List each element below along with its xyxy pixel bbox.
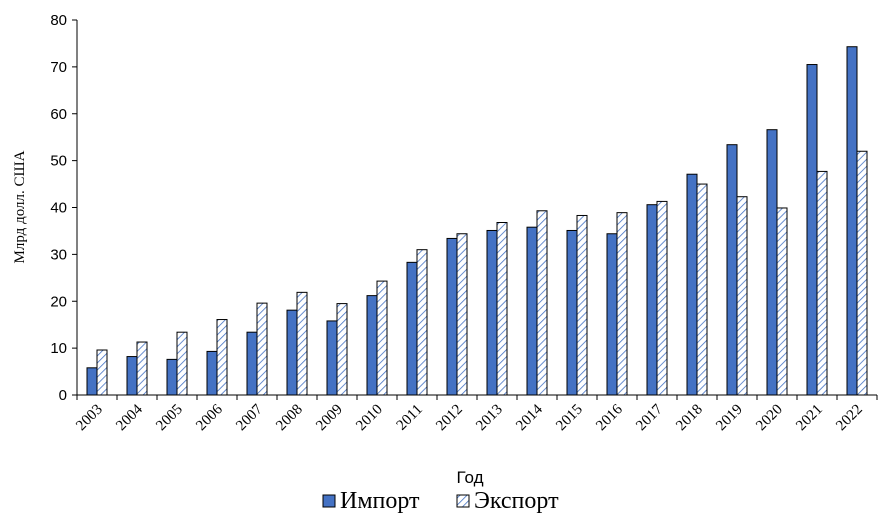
bar-export bbox=[256, 302, 268, 396]
bar-export bbox=[496, 222, 508, 396]
bar-export bbox=[656, 200, 668, 396]
bar-import bbox=[566, 229, 578, 396]
bar-export bbox=[456, 233, 468, 396]
bar-import bbox=[366, 295, 378, 396]
bar-import bbox=[246, 331, 258, 396]
bar-import bbox=[446, 237, 458, 396]
x-tick-label: 2005 bbox=[153, 402, 186, 435]
bars-group bbox=[86, 46, 868, 396]
bar-export bbox=[696, 183, 708, 396]
y-tick-label: 0 bbox=[59, 387, 67, 404]
bar-import bbox=[286, 309, 298, 396]
bar-import bbox=[126, 356, 138, 396]
x-tick-label: 2007 bbox=[233, 401, 266, 434]
y-tick-label: 30 bbox=[50, 246, 67, 263]
x-tick-label: 2009 bbox=[313, 402, 346, 435]
bar-import bbox=[806, 64, 818, 396]
bar-export bbox=[856, 150, 868, 396]
bar-import bbox=[686, 173, 698, 396]
x-tick-label: 2017 bbox=[633, 401, 666, 434]
y-tick-label: 50 bbox=[50, 153, 67, 170]
x-tick-labels: 2003 2004 2005 2006 2007 2008 2009 2010 2011 2012… bbox=[73, 401, 866, 434]
x-axis-title: Год bbox=[456, 468, 483, 487]
y-tick-label: 60 bbox=[50, 106, 67, 123]
x-tick-label: 2016 bbox=[593, 401, 626, 434]
bar-import bbox=[406, 261, 418, 396]
x-tick-label: 2011 bbox=[394, 402, 426, 434]
bar-import bbox=[326, 320, 338, 396]
bar-import bbox=[726, 144, 738, 396]
bar-export bbox=[216, 319, 228, 396]
y-axis-title: Млрд долл. США bbox=[12, 150, 28, 263]
x-tick-label: 2014 bbox=[513, 401, 546, 434]
axes-group bbox=[72, 19, 878, 400]
y-tick-label: 20 bbox=[50, 293, 67, 310]
x-tick-label: 2021 bbox=[793, 402, 826, 435]
x-tick-label: 2003 bbox=[73, 402, 106, 435]
bar-export bbox=[96, 349, 108, 396]
x-tick-label: 2013 bbox=[473, 402, 506, 435]
x-tick-label: 2019 bbox=[713, 402, 746, 435]
x-tick-label: 2018 bbox=[673, 402, 706, 435]
y-tick-label: 70 bbox=[50, 59, 67, 76]
x-tick-label: 2020 bbox=[753, 402, 786, 435]
bar-export bbox=[816, 170, 828, 396]
x-tick-label: 2004 bbox=[113, 401, 146, 434]
x-tick-label: 2015 bbox=[553, 402, 586, 435]
bar-import bbox=[206, 350, 218, 396]
bar-export bbox=[776, 207, 788, 396]
bar-export bbox=[536, 210, 548, 396]
bar-export bbox=[176, 331, 188, 396]
bar-export bbox=[616, 212, 628, 396]
bar-export bbox=[576, 214, 588, 396]
y-tick-label: 10 bbox=[50, 340, 67, 357]
x-tick-label: 2012 bbox=[433, 402, 466, 435]
legend-swatch-import bbox=[322, 494, 336, 508]
bar-export bbox=[136, 341, 148, 396]
bar-export bbox=[416, 249, 428, 396]
x-tick-label: 2010 bbox=[353, 402, 386, 435]
y-tick-labels: 0 10 20 30 40 50 60 70 80 bbox=[50, 12, 67, 404]
legend-label-export: Экспорт bbox=[474, 488, 559, 514]
y-tick-label: 40 bbox=[50, 200, 67, 217]
x-tick-label: 2022 bbox=[833, 402, 866, 435]
bar-import bbox=[846, 46, 858, 396]
y-tick-label: 80 bbox=[50, 12, 67, 29]
bar-import bbox=[86, 367, 98, 396]
bar-export bbox=[336, 303, 348, 396]
x-tick-label: 2006 bbox=[193, 401, 226, 434]
bar-export bbox=[296, 291, 308, 396]
bar-import bbox=[486, 229, 498, 396]
bar-import bbox=[646, 204, 658, 396]
legend: Импорт Экспорт bbox=[322, 488, 559, 514]
legend-swatch-export bbox=[456, 494, 470, 508]
bar-import bbox=[526, 226, 538, 396]
bar-import bbox=[606, 233, 618, 396]
bar-export bbox=[736, 196, 748, 396]
bar-export bbox=[376, 280, 388, 396]
x-tick-label: 2008 bbox=[273, 402, 306, 435]
bar-import bbox=[166, 358, 178, 396]
bar-import bbox=[766, 129, 778, 396]
legend-label-import: Импорт bbox=[340, 488, 420, 514]
